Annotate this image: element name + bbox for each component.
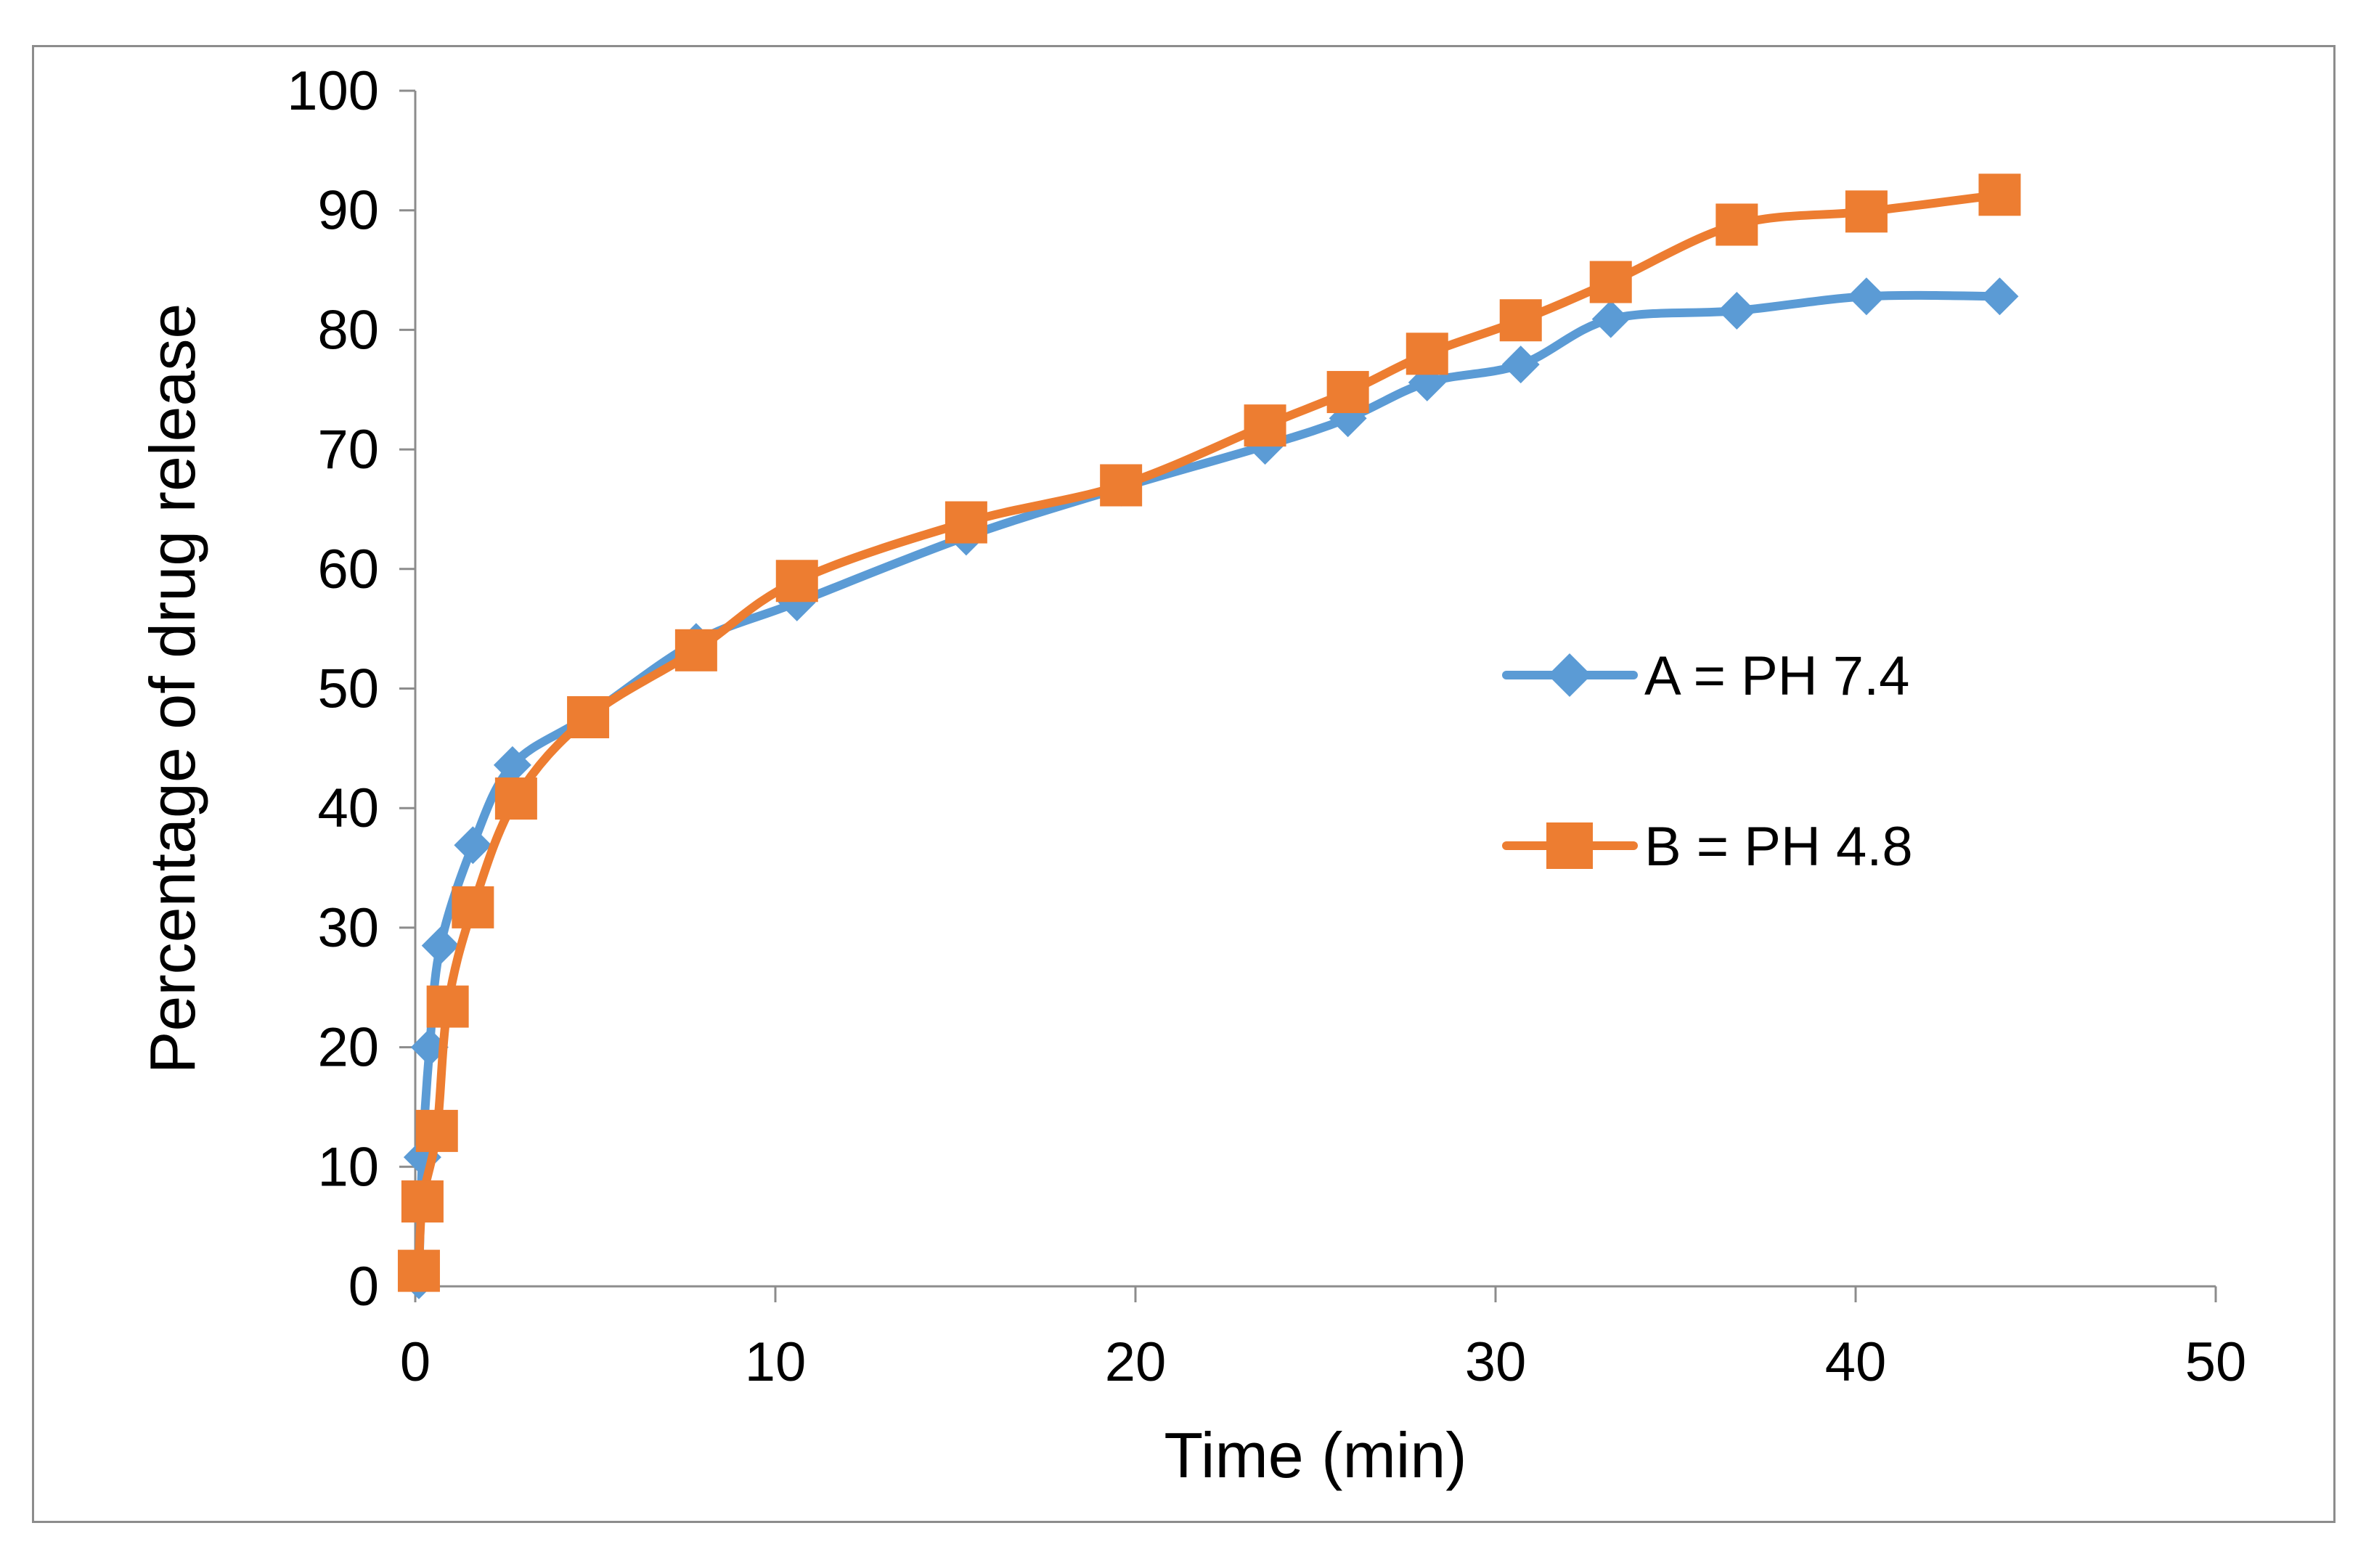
series-a xyxy=(399,277,2019,1299)
data-point-diamond xyxy=(1501,346,1540,384)
x-axis-title: Time (min) xyxy=(1164,1419,1466,1491)
data-point-diamond xyxy=(1980,277,2019,316)
data-point-square xyxy=(674,629,717,671)
data-point-square xyxy=(494,777,537,820)
data-point-diamond xyxy=(1591,300,1630,338)
x-ticks: 0 10 20 30 40 50 xyxy=(400,1286,2246,1393)
legend-marker-diamond xyxy=(1548,653,1591,697)
x-tick-label: 20 xyxy=(1105,1331,1167,1393)
data-point-square xyxy=(1499,299,1542,342)
data-point-square xyxy=(1845,190,1888,233)
x-tick-label: 0 xyxy=(400,1331,431,1393)
legend-label-a: A = PH 7.4 xyxy=(1644,645,1909,707)
series-layer xyxy=(397,173,2021,1299)
y-ticks: 0 10 20 30 40 50 60 70 80 90 100 xyxy=(287,60,415,1318)
data-point-square xyxy=(415,1109,458,1152)
y-tick-label: 50 xyxy=(317,658,379,720)
data-point-square xyxy=(1244,404,1286,447)
legend: A = PH 7.4 B = PH 4.8 xyxy=(1502,645,1913,878)
data-point-diamond xyxy=(1408,363,1446,401)
y-tick-label: 0 xyxy=(348,1256,379,1318)
data-point-square xyxy=(452,886,494,928)
legend-label-b: B = PH 4.8 xyxy=(1644,816,1913,878)
data-point-square xyxy=(1978,173,2021,216)
series-line xyxy=(414,190,2004,1275)
x-tick-label: 10 xyxy=(745,1331,807,1393)
axes: 0 10 20 30 40 50 60 70 80 90 100 0 10 20 30 40 50 xyxy=(287,60,2246,1393)
series-b xyxy=(397,173,2021,1292)
data-point-diamond xyxy=(493,746,531,784)
data-point-square xyxy=(397,1249,440,1292)
data-point-square xyxy=(1326,371,1369,414)
data-point-square xyxy=(1589,261,1632,303)
legend-entry-b: B = PH 4.8 xyxy=(1502,816,1913,878)
data-point-square xyxy=(775,560,818,603)
data-point-diamond xyxy=(1847,277,1885,316)
y-tick-label: 80 xyxy=(317,299,379,361)
data-point-square xyxy=(1406,332,1448,375)
y-tick-label: 20 xyxy=(317,1017,379,1079)
series-line xyxy=(414,290,2004,1285)
y-tick-label: 40 xyxy=(317,777,379,839)
y-tick-label: 100 xyxy=(287,60,379,122)
y-tick-label: 10 xyxy=(317,1136,379,1198)
y-tick-label: 90 xyxy=(317,180,379,242)
data-point-square xyxy=(401,1180,444,1223)
data-point-square xyxy=(426,985,469,1028)
x-tick-label: 30 xyxy=(1465,1331,1527,1393)
legend-marker-square xyxy=(1546,822,1593,869)
x-tick-label: 40 xyxy=(1825,1331,1887,1393)
y-tick-label: 60 xyxy=(317,539,379,600)
legend-entry-a: A = PH 7.4 xyxy=(1502,645,1909,707)
data-point-diamond xyxy=(454,826,492,865)
y-tick-label: 30 xyxy=(317,897,379,959)
y-axis-title: Percentage of drug release xyxy=(136,303,208,1074)
data-point-square xyxy=(945,501,987,544)
data-point-square xyxy=(567,696,610,739)
data-point-diamond xyxy=(421,926,460,965)
data-point-square xyxy=(1716,203,1758,246)
data-point-square xyxy=(1100,464,1143,507)
data-point-diamond xyxy=(1718,292,1756,330)
y-tick-label: 70 xyxy=(317,419,379,481)
x-tick-label: 50 xyxy=(2185,1331,2247,1393)
